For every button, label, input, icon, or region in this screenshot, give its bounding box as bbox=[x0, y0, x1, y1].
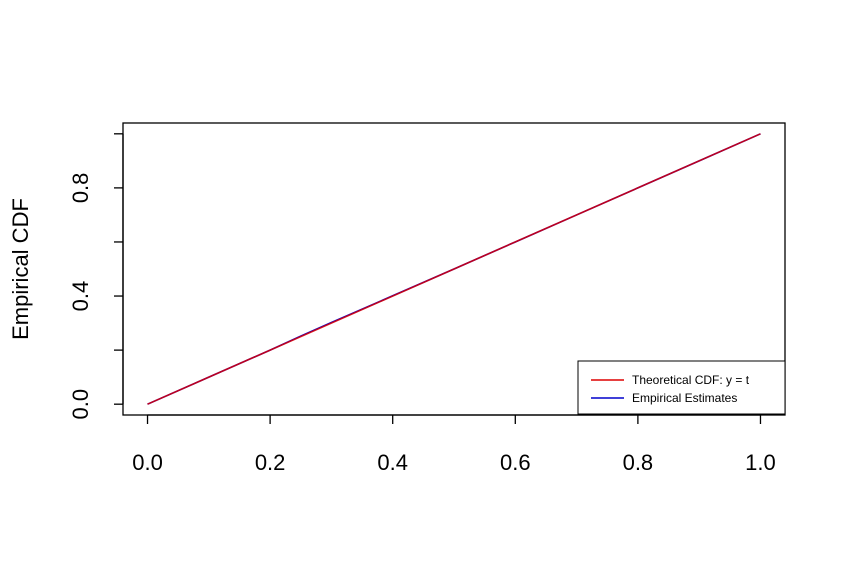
legend-label: Theoretical CDF: y = t bbox=[632, 373, 750, 387]
legend-label: Empirical Estimates bbox=[632, 391, 737, 405]
legend: Theoretical CDF: y = t Empirical Estimate… bbox=[577, 360, 786, 415]
y-tick-label: 0.4 bbox=[68, 281, 93, 312]
x-tick-label: 0.4 bbox=[377, 450, 408, 475]
y-tick-label: 0.0 bbox=[68, 389, 93, 420]
x-axis: 0.0 0.2 0.4 0.6 0.8 1.0 bbox=[132, 414, 776, 475]
x-tick-label: 0.0 bbox=[132, 450, 163, 475]
x-tick-label: 1.0 bbox=[745, 450, 776, 475]
y-axis-title: Empirical CDF bbox=[8, 198, 33, 340]
x-tick-label: 0.2 bbox=[255, 450, 286, 475]
y-tick-label: 0.8 bbox=[68, 173, 93, 204]
series-layer bbox=[147, 133, 761, 405]
x-tick-label: 0.8 bbox=[623, 450, 654, 475]
x-tick-label: 0.6 bbox=[500, 450, 531, 475]
series-line-2 bbox=[147, 133, 761, 405]
y-axis: 0.0 0.4 0.8 bbox=[68, 133, 124, 420]
legend-box bbox=[577, 360, 786, 415]
